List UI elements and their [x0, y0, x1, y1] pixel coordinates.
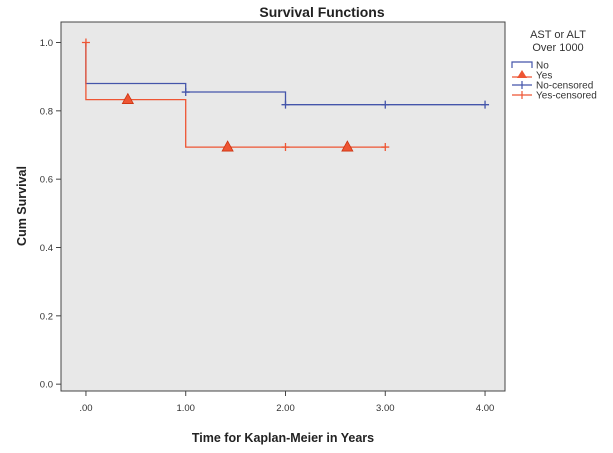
series-layer	[81, 38, 490, 152]
legend-label: Yes-censored	[536, 91, 597, 102]
legend-title-line-2: Over 1000	[532, 42, 583, 54]
series-yes-censor-mark	[281, 143, 290, 152]
y-tick-label: 0.0	[40, 380, 53, 391]
x-tick-label: 2.00	[276, 403, 295, 414]
y-tick-label: 0.6	[40, 175, 53, 186]
legend-swatch-no-censored	[512, 81, 532, 89]
legend-swatch-yes-censored	[512, 91, 532, 99]
legend-label: Yes	[536, 71, 552, 82]
series-yes-marker	[341, 140, 354, 152]
legend-title-line-1: AST or ALT	[530, 29, 586, 41]
series-yes-line	[85, 42, 386, 148]
legend-swatch-no	[511, 61, 533, 68]
series-no-censor-mark	[381, 100, 390, 109]
x-axis-title: Time for Kaplan-Meier in Years	[192, 431, 374, 445]
x-tick-label: 1.00	[176, 403, 195, 414]
series-yes-marker	[121, 92, 135, 104]
y-tick-label: 1.0	[40, 38, 53, 49]
ticks-layer: .00 1.00 2.00 3.00 4.00 0.0 0.2 0.4 0.6 0.8 1.0	[40, 38, 495, 414]
legend-label: No-censored	[536, 81, 593, 92]
chart-title: Survival Functions	[259, 4, 384, 20]
series-yes-censor-mark	[81, 38, 90, 47]
x-tick-label: 3.00	[376, 403, 395, 414]
legend-label: No	[536, 61, 549, 72]
plot-area	[60, 21, 506, 392]
series-no-censor-mark	[481, 100, 490, 109]
series-yes-censor-mark	[381, 143, 390, 152]
series-no-censor-mark	[281, 100, 290, 109]
x-tick-label: 4.00	[476, 403, 495, 414]
y-tick-label: 0.2	[40, 311, 53, 322]
legend: AST or ALT Over 1000 NoYesNo-censoredYes…	[511, 29, 597, 102]
legend-triangle-yes	[517, 70, 527, 78]
y-tick-label: 0.4	[40, 243, 53, 254]
series-no-censor-mark	[181, 88, 190, 97]
y-axis-title: Cum Survival	[15, 166, 29, 246]
x-tick-label: .00	[79, 403, 92, 414]
y-tick-label: 0.8	[40, 106, 53, 117]
series-yes-marker	[221, 140, 234, 152]
